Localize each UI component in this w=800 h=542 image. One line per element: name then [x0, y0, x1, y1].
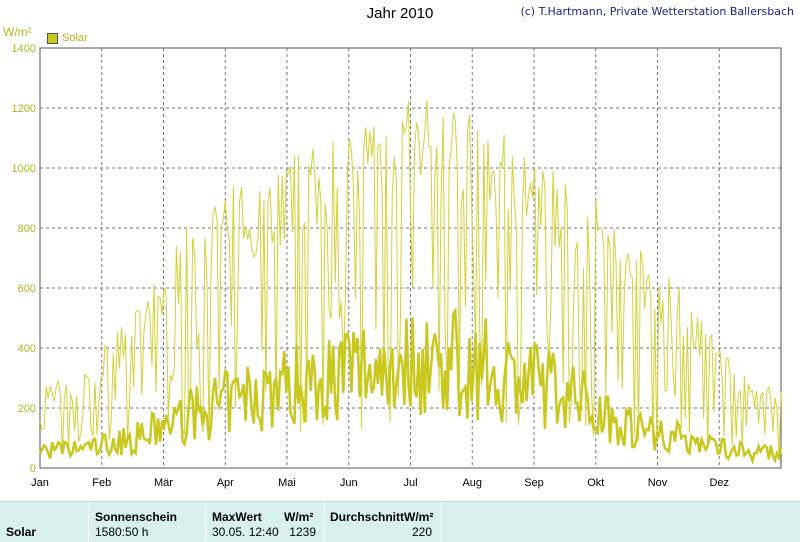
x-tick-label: Feb	[92, 477, 111, 489]
legend-swatch	[47, 32, 58, 44]
y-axis-unit: W/m²	[3, 25, 32, 39]
y-tick-label: 1400	[12, 43, 36, 55]
solar-max-line	[39, 100, 782, 458]
x-tick-label: Okt	[587, 477, 604, 489]
x-tick-label: Sep	[524, 477, 544, 489]
x-tick-label: Nov	[648, 477, 668, 489]
footer-col-max: MaxWert W/m² 30.05. 12:40 1239	[206, 502, 325, 542]
average-value: 220	[411, 525, 432, 539]
footer-row-label: Solar	[6, 525, 37, 539]
y-tick-label: 200	[18, 403, 36, 415]
x-tick-label: Aug	[462, 477, 482, 489]
footer-col-average: DurchschnittW/m² 220	[325, 502, 441, 542]
sunshine-header: Sonnenschein	[95, 510, 178, 524]
max-unit: W/m²	[284, 510, 314, 524]
average-header: DurchschnittW/m²	[330, 510, 434, 524]
legend-label: Solar	[62, 32, 88, 44]
solar-chart: 0 200 400 600 800 1000 1200 1400 Jan Feb Mär Apr Mai…	[12, 43, 783, 489]
x-tick-label: Mär	[154, 477, 173, 489]
y-tick-label: 1000	[12, 163, 36, 175]
y-tick-label: 800	[18, 223, 36, 235]
max-date: 30.05. 12:40	[212, 525, 279, 539]
y-tick-label: 600	[18, 283, 36, 295]
y-tick-label: 400	[18, 343, 36, 355]
x-tick-label: Jul	[403, 477, 417, 489]
x-tick-label: Apr	[217, 477, 234, 489]
copyright-text: (c) T.Hartmann, Private Wetterstation Ba…	[520, 5, 794, 18]
x-tick-label: Jun	[340, 477, 358, 489]
sunshine-value: 1580:50 h	[95, 525, 149, 539]
solar-mean-line	[38, 306, 783, 466]
x-tick-label: Jan	[31, 477, 49, 489]
legend: Solar	[47, 32, 88, 44]
x-tick-label: Dez	[709, 477, 729, 489]
summary-footer: Solar Sonnenschein 1580:50 h MaxWert W/m…	[0, 501, 800, 542]
footer-col-label: Solar	[0, 502, 89, 542]
y-tick-label: 1200	[12, 103, 36, 115]
x-tick-label: Mai	[278, 477, 296, 489]
max-value: 1239	[289, 525, 316, 539]
footer-col-sunshine: Sonnenschein 1580:50 h	[89, 502, 206, 542]
max-header: MaxWert	[212, 510, 262, 524]
y-tick-label: 0	[30, 463, 36, 475]
